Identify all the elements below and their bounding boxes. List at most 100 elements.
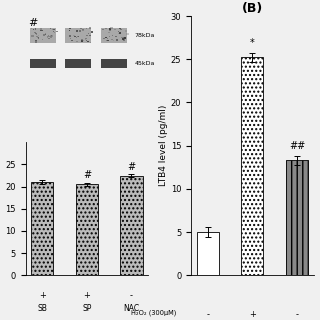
Bar (122, 37, 124, 38)
Bar (48, 35, 49, 36)
Bar (34, 32, 36, 33)
Bar (76, 41, 77, 42)
Bar (65, 59, 92, 68)
Text: 45kDa: 45kDa (134, 61, 155, 66)
Bar (53, 29, 55, 30)
Bar (86, 28, 87, 29)
Bar (50, 28, 51, 29)
Bar (69, 28, 71, 29)
Bar (33, 31, 34, 33)
Bar (73, 35, 75, 36)
Y-axis label: LTB4 level (pg/ml): LTB4 level (pg/ml) (159, 105, 168, 186)
Bar (51, 35, 52, 36)
Text: *: * (250, 38, 255, 48)
Bar (111, 39, 113, 40)
Bar (89, 27, 91, 29)
Text: H₂O₂ (300μM): H₂O₂ (300μM) (131, 310, 177, 316)
Bar (118, 33, 119, 34)
Bar (33, 29, 34, 30)
Bar (31, 182, 53, 275)
Bar (103, 38, 105, 39)
Bar (115, 36, 117, 37)
Bar (35, 28, 36, 29)
Bar (43, 34, 45, 36)
Bar (108, 32, 110, 33)
Bar (35, 40, 36, 41)
Bar (76, 30, 78, 32)
Bar (30, 28, 56, 43)
Bar (107, 40, 109, 41)
Bar (31, 28, 32, 29)
Bar (37, 37, 39, 39)
Bar (50, 36, 52, 38)
Text: -: - (130, 291, 133, 300)
Bar (83, 29, 84, 30)
Bar (119, 32, 121, 34)
Bar (30, 59, 56, 68)
Bar (126, 34, 129, 35)
Bar (82, 39, 83, 41)
Bar (40, 28, 42, 29)
Bar (70, 38, 71, 39)
Bar (76, 184, 98, 275)
Bar (86, 40, 87, 41)
Bar (106, 35, 107, 36)
Text: SB: SB (37, 304, 47, 313)
Text: +: + (84, 291, 90, 300)
Bar (110, 28, 113, 29)
Bar (109, 30, 111, 31)
Bar (42, 39, 43, 40)
Bar (76, 37, 77, 38)
Bar (50, 35, 52, 36)
Bar (69, 30, 70, 31)
Bar (113, 40, 114, 41)
Bar (114, 28, 116, 30)
Bar (40, 29, 42, 31)
Bar (69, 28, 71, 29)
Bar (77, 36, 79, 37)
Bar (119, 28, 121, 29)
Bar (86, 35, 88, 36)
Bar (56, 30, 58, 32)
Bar (241, 58, 263, 275)
Bar (196, 232, 219, 275)
Bar (71, 40, 73, 41)
Bar (286, 160, 308, 275)
Bar (36, 36, 38, 37)
Text: +: + (249, 310, 256, 319)
Bar (80, 28, 82, 29)
Bar (125, 30, 127, 32)
Bar (123, 39, 125, 41)
Bar (65, 28, 92, 43)
Bar (86, 28, 87, 29)
Bar (90, 42, 91, 43)
Bar (108, 36, 110, 37)
Bar (35, 33, 37, 34)
Bar (37, 37, 39, 38)
Bar (83, 30, 84, 31)
Bar (81, 40, 84, 42)
Bar (120, 175, 143, 275)
Text: NAC: NAC (124, 304, 140, 313)
Text: 78kDa: 78kDa (134, 33, 155, 38)
Bar (124, 37, 126, 39)
Bar (77, 30, 78, 31)
Text: -: - (295, 310, 298, 319)
Text: #: # (83, 170, 91, 180)
Bar (36, 42, 37, 43)
Bar (101, 59, 127, 68)
Bar (45, 33, 46, 34)
Bar (42, 30, 44, 31)
Bar (69, 35, 71, 37)
Bar (85, 38, 87, 39)
Bar (102, 30, 103, 31)
Bar (91, 31, 93, 33)
Bar (122, 38, 124, 40)
Bar (118, 31, 119, 32)
Bar (108, 28, 111, 30)
Bar (84, 39, 86, 40)
Bar (116, 39, 118, 41)
Bar (102, 29, 104, 30)
Title: (B): (B) (242, 2, 263, 15)
Bar (52, 31, 54, 32)
